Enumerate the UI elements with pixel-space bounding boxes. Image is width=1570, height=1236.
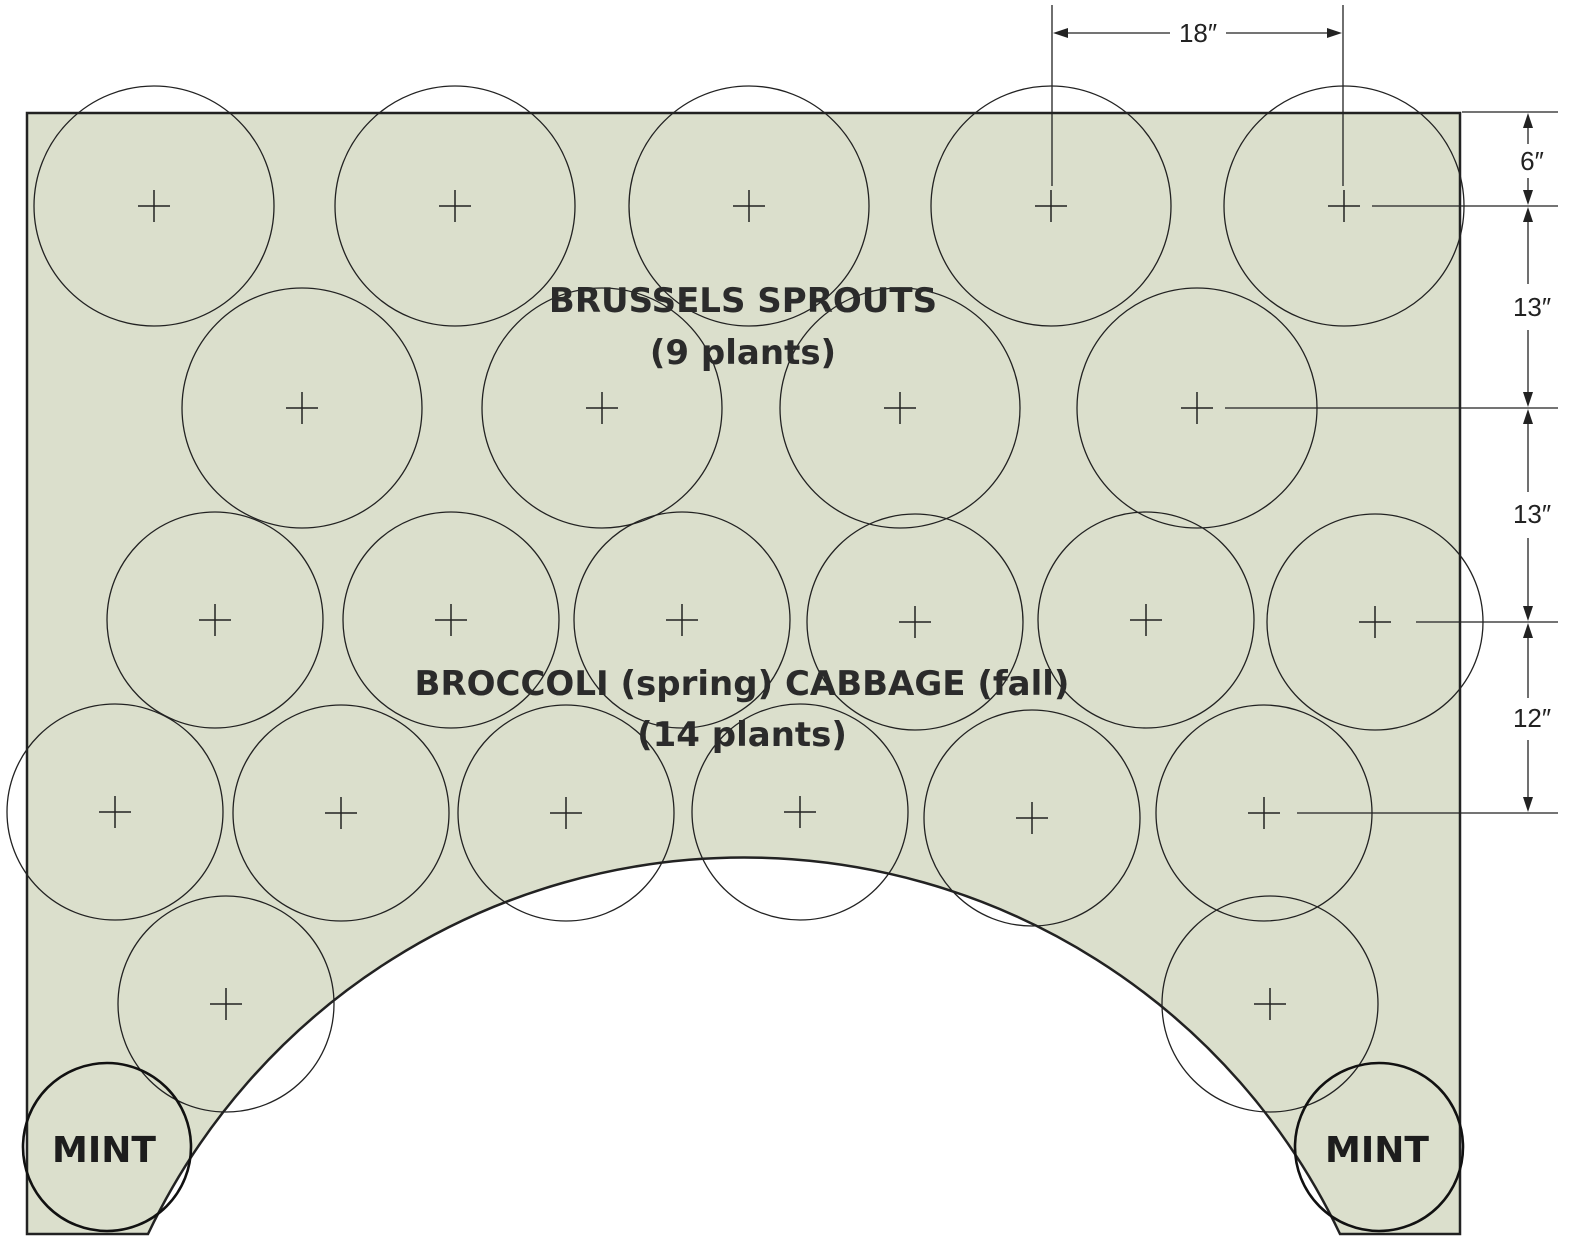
brussels-sprout-plant-3 — [628, 85, 870, 327]
dimension-6-label: 6″ — [1520, 146, 1544, 176]
broccoli-cabbage-plant-12 — [573, 511, 791, 729]
brussels-label-line2: (9 plants) — [650, 333, 836, 373]
dimension-horizontal: 18″ — [1051, 5, 1344, 186]
dimension-13-label-2: 13″ — [1513, 499, 1551, 529]
brussels-sprout-plant-8 — [779, 287, 1021, 529]
broccoli-cabbage-plant-16 — [6, 703, 224, 921]
mint-circle-left — [21, 1061, 193, 1233]
mint-label-right: MINT — [1325, 1130, 1429, 1171]
plant-circles — [6, 85, 1484, 1113]
broccoli-label-line2: (14 plants) — [637, 715, 847, 755]
garden-bed — [25, 111, 1462, 1236]
mint-label-left: MINT — [52, 1130, 156, 1171]
broccoli-cabbage-plant-20 — [923, 709, 1141, 927]
broccoli-cabbage-plant-18 — [457, 704, 675, 922]
broccoli-cabbage-plant-13 — [806, 513, 1024, 731]
mint-circle-right — [1293, 1061, 1465, 1233]
broccoli-cabbage-plant-17 — [232, 704, 450, 922]
broccoli-label-line1: BROCCOLI (spring) CABBAGE (fall) — [415, 664, 1070, 704]
broccoli-cabbage-plant-22 — [117, 895, 335, 1113]
dimension-13-label-1: 13″ — [1513, 292, 1551, 322]
brussels-sprout-plant-4 — [930, 85, 1172, 327]
broccoli-cabbage-plant-10 — [106, 511, 324, 729]
broccoli-cabbage-plant-14 — [1037, 511, 1255, 729]
dimension-18-label: 18″ — [1179, 18, 1217, 48]
brussels-sprout-plant-1 — [33, 85, 275, 327]
broccoli-cabbage-plant-11 — [342, 511, 560, 729]
brussels-sprout-plant-6 — [181, 287, 423, 529]
brussels-sprout-plant-7 — [481, 287, 723, 529]
brussels-label-line1: BRUSSELS SPROUTS — [549, 281, 937, 321]
dimension-vertical: 6″ 13″ 13″ 12″ — [1225, 111, 1558, 814]
dimension-12-label: 12″ — [1513, 703, 1551, 733]
broccoli-cabbage-plant-23 — [1161, 895, 1379, 1113]
broccoli-cabbage-plant-19 — [691, 703, 909, 921]
brussels-sprout-plant-2 — [334, 85, 576, 327]
